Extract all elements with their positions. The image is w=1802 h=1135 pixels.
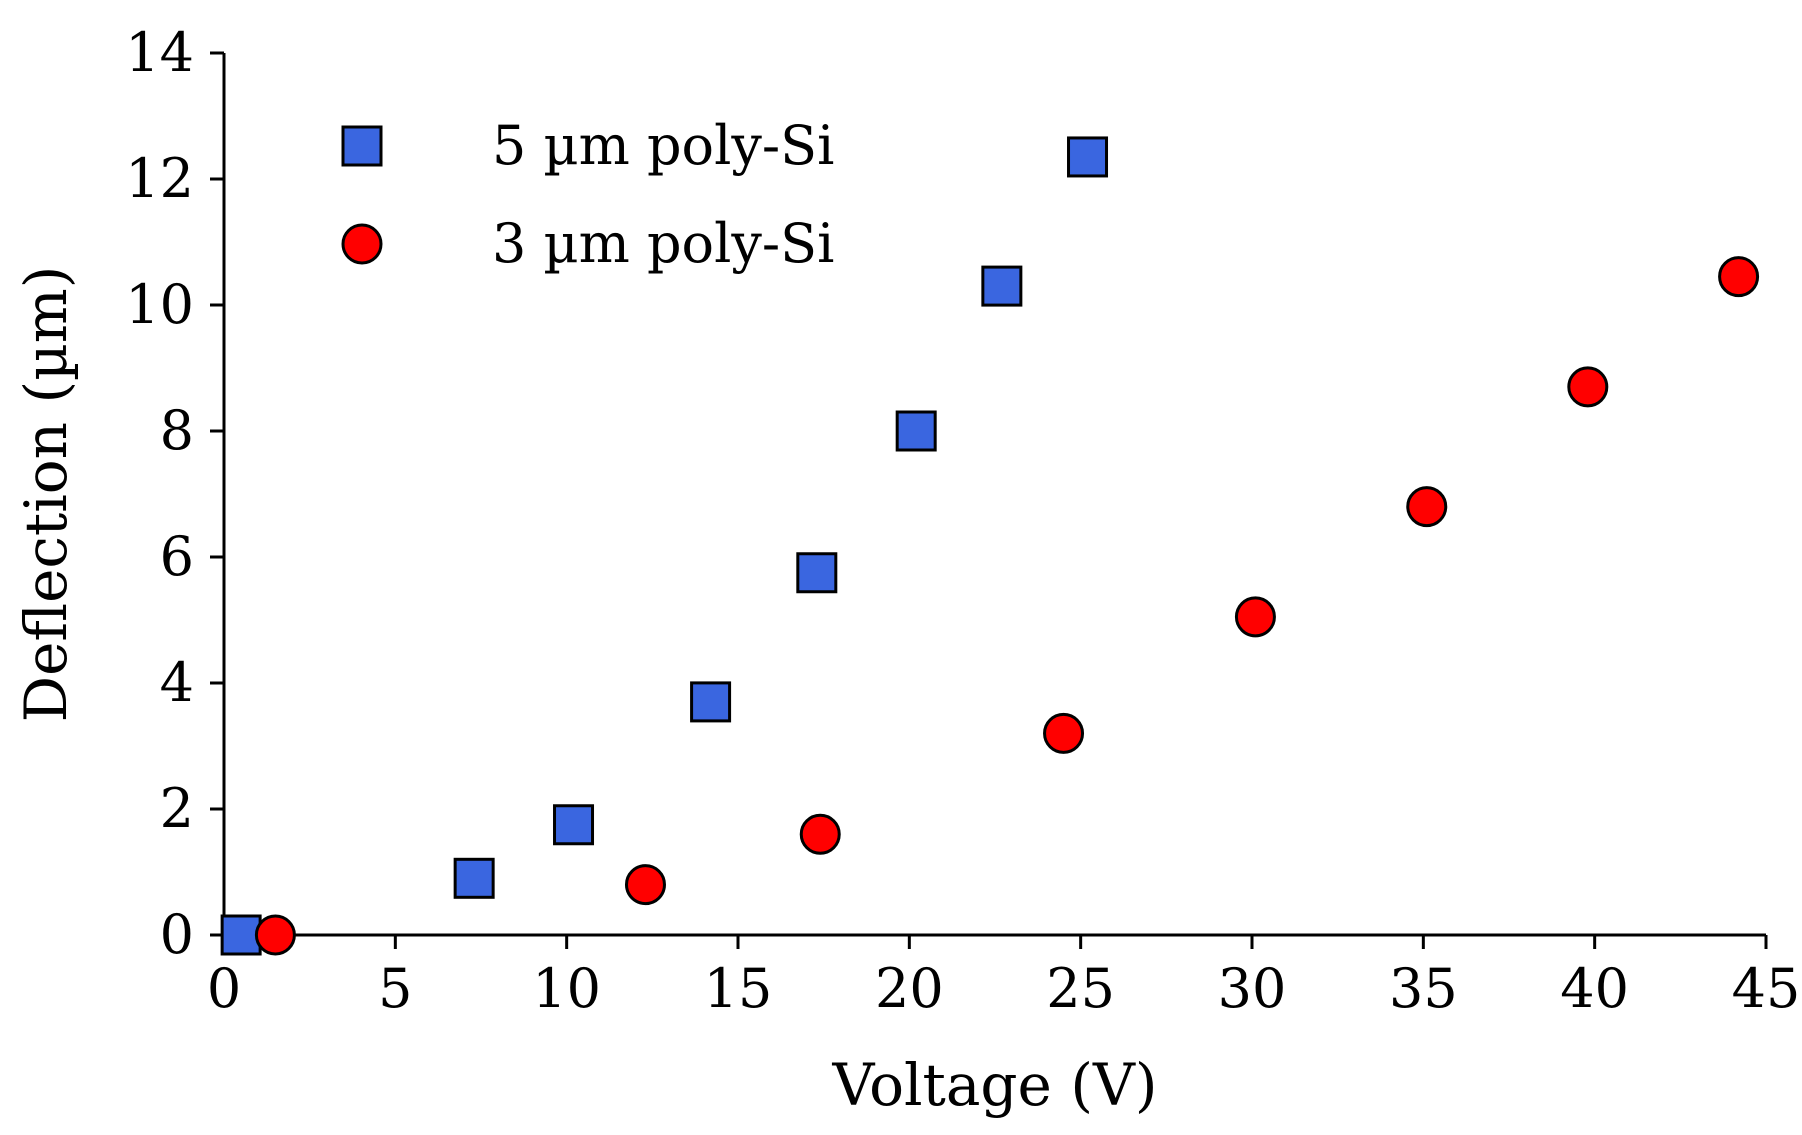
y-ticks: 0 2 4 6 8 10 12 14 bbox=[125, 21, 224, 966]
data-point-square bbox=[796, 552, 838, 594]
legend: 5 µm poly-Si 3 µm poly-Si bbox=[341, 114, 834, 275]
y-tick-label: 2 bbox=[160, 777, 194, 840]
x-tick-label: 15 bbox=[704, 957, 773, 1020]
legend-marker-2 bbox=[341, 223, 383, 265]
y-tick-label: 12 bbox=[125, 147, 194, 210]
data-point-circle bbox=[1567, 366, 1609, 408]
x-tick-label: 30 bbox=[1218, 957, 1287, 1020]
y-tick-label: 0 bbox=[160, 903, 194, 966]
data-point-circle bbox=[1234, 596, 1276, 638]
data-point-circle bbox=[254, 914, 296, 956]
data-point-square bbox=[220, 914, 262, 956]
y-tick-label: 14 bbox=[125, 21, 194, 84]
y-axis-title: Deflection (µm) bbox=[12, 266, 80, 723]
x-tick-label: 40 bbox=[1560, 957, 1629, 1020]
x-tick-label: 45 bbox=[1732, 957, 1801, 1020]
x-tick-label: 0 bbox=[207, 957, 241, 1020]
y-tick-label: 6 bbox=[160, 525, 194, 588]
legend-marker-1 bbox=[341, 125, 383, 167]
legend-label-2: 3 µm poly-Si bbox=[492, 212, 834, 275]
x-tick-label: 5 bbox=[378, 957, 412, 1020]
data-point-circle bbox=[1406, 486, 1448, 528]
y-tick-label: 4 bbox=[160, 651, 194, 714]
x-axis-title: Voltage (V) bbox=[832, 1051, 1158, 1119]
data-point-circle bbox=[1043, 712, 1085, 754]
series-2 bbox=[254, 256, 1760, 956]
data-points bbox=[220, 136, 1760, 956]
x-tick-label: 20 bbox=[875, 957, 944, 1020]
data-point-square bbox=[453, 857, 495, 899]
data-point-square bbox=[1067, 136, 1109, 178]
data-point-square bbox=[981, 265, 1023, 307]
x-tick-label: 10 bbox=[532, 957, 601, 1020]
data-point-square bbox=[553, 804, 595, 846]
data-point-square bbox=[690, 681, 732, 723]
x-ticks: 0 5 10 15 20 25 30 35 40 45 bbox=[207, 935, 1801, 1020]
series-1 bbox=[220, 136, 1109, 956]
x-tick-label: 35 bbox=[1389, 957, 1458, 1020]
x-tick-label: 25 bbox=[1046, 957, 1115, 1020]
data-point-circle bbox=[624, 864, 666, 906]
y-tick-label: 8 bbox=[160, 399, 194, 462]
axes bbox=[222, 53, 1766, 937]
data-point-square bbox=[895, 410, 937, 452]
y-tick-label: 10 bbox=[125, 273, 194, 336]
data-point-circle bbox=[1718, 256, 1760, 298]
data-point-circle bbox=[799, 813, 841, 855]
legend-label-1: 5 µm poly-Si bbox=[492, 114, 834, 177]
